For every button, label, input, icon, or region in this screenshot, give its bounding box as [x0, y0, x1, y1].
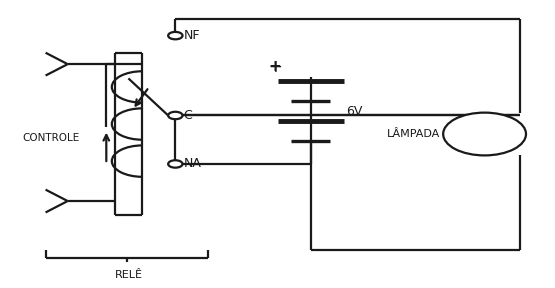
- Text: NF: NF: [184, 29, 200, 42]
- Text: C: C: [184, 109, 193, 122]
- Text: 6V: 6V: [346, 105, 363, 118]
- Text: CONTROLE: CONTROLE: [22, 133, 80, 143]
- Circle shape: [168, 160, 183, 168]
- Text: +: +: [268, 58, 282, 76]
- Circle shape: [443, 113, 526, 156]
- Circle shape: [168, 32, 183, 39]
- Text: +: +: [269, 60, 281, 75]
- Text: RELÊ: RELÊ: [114, 270, 143, 280]
- Text: NA: NA: [184, 158, 201, 170]
- Text: LÂMPADA: LÂMPADA: [387, 129, 441, 139]
- Circle shape: [168, 112, 183, 119]
